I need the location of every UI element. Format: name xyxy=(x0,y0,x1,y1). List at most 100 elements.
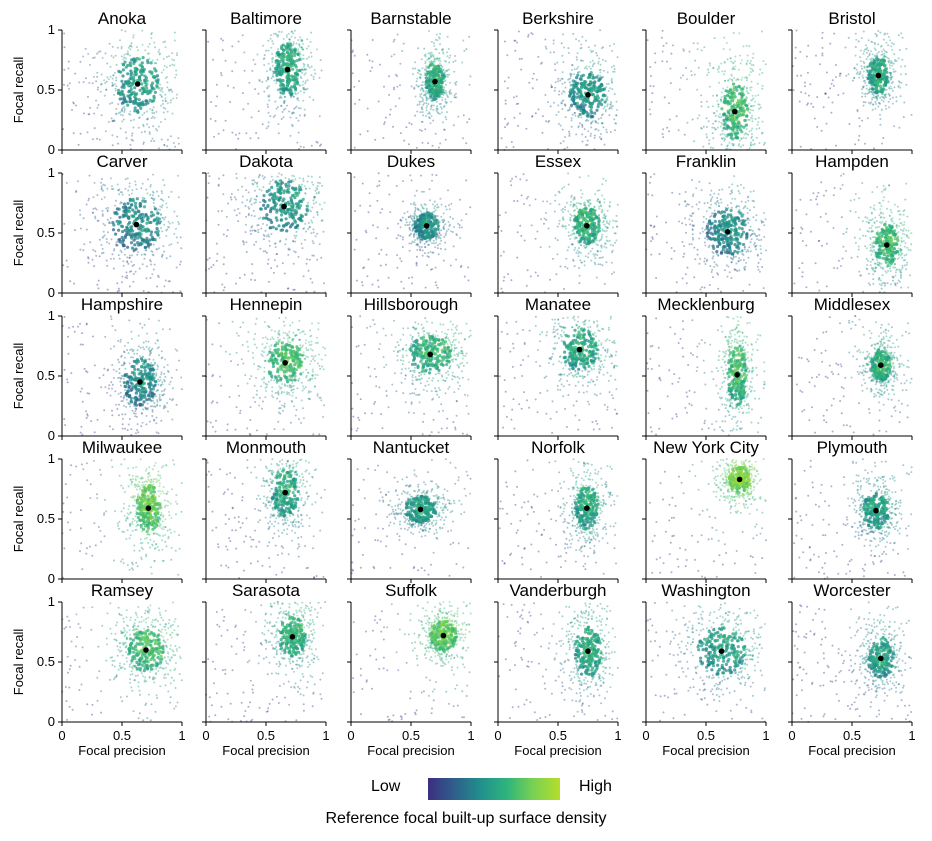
scatter-point xyxy=(166,228,169,231)
scatter-point xyxy=(299,114,301,117)
scatter-point xyxy=(579,189,582,192)
scatter-point xyxy=(312,98,315,101)
scatter-point xyxy=(140,219,144,224)
scatter-point xyxy=(405,221,408,224)
scatter-point xyxy=(247,102,250,105)
scatter-point xyxy=(873,54,876,57)
scatter-point xyxy=(121,239,125,243)
scatter-point xyxy=(877,105,880,108)
scatter-point xyxy=(420,224,424,228)
scatter-point xyxy=(168,244,171,247)
scatter-point xyxy=(262,44,265,47)
scatter-point xyxy=(265,127,268,130)
scatter-point xyxy=(877,43,880,46)
scatter-point xyxy=(807,44,810,47)
scatter-point xyxy=(289,116,292,119)
scatter-point xyxy=(600,237,603,240)
scatter-point xyxy=(870,57,873,60)
scatter-point xyxy=(561,187,564,190)
scatter-point xyxy=(736,98,741,103)
scatter-point xyxy=(616,109,618,111)
panel-bristol: Bristol xyxy=(788,9,913,154)
scatter-point xyxy=(255,198,258,201)
scatter-point xyxy=(606,96,609,99)
scatter-point xyxy=(133,70,137,74)
scatter-point xyxy=(600,47,603,50)
scatter-point xyxy=(63,222,66,225)
scatter-point xyxy=(613,93,616,96)
scatter-point xyxy=(882,96,885,99)
scatter-point xyxy=(605,128,608,131)
scatter-point xyxy=(386,227,389,230)
scatter-point xyxy=(155,128,157,130)
scatter-point xyxy=(904,65,907,68)
scatter-point xyxy=(749,71,752,74)
scatter-point xyxy=(132,34,135,37)
scatter-point xyxy=(861,92,864,95)
scatter-point xyxy=(547,101,549,104)
scatter-point xyxy=(581,133,584,136)
scatter-point xyxy=(319,59,322,62)
median-marker xyxy=(732,108,738,115)
scatter-point xyxy=(829,87,832,90)
scatter-point xyxy=(157,276,160,279)
scatter-point xyxy=(537,108,540,111)
scatter-point xyxy=(599,63,602,66)
scatter-point xyxy=(855,72,858,75)
scatter-point xyxy=(421,141,424,144)
scatter-point xyxy=(276,187,280,191)
scatter-point xyxy=(443,86,446,89)
scatter-point xyxy=(454,82,457,85)
scatter-point xyxy=(562,33,564,36)
scatter-point xyxy=(421,111,424,114)
scatter-point xyxy=(286,187,290,191)
scatter-point xyxy=(419,248,422,251)
scatter-point xyxy=(749,89,752,92)
scatter-point xyxy=(96,219,99,222)
scatter-point xyxy=(423,252,426,255)
scatter-point xyxy=(564,265,567,268)
scatter-point xyxy=(267,62,270,65)
scatter-point xyxy=(421,81,424,84)
scatter-point xyxy=(77,143,80,146)
scatter-point xyxy=(439,142,442,145)
scatter-point xyxy=(255,195,258,198)
scatter-point xyxy=(458,224,461,226)
scatter-point xyxy=(305,204,309,208)
scatter-point xyxy=(166,75,168,78)
scatter-point xyxy=(355,279,358,282)
scatter-point xyxy=(420,238,423,241)
scatter-point xyxy=(292,32,295,35)
scatter-point xyxy=(372,224,374,227)
scatter-point xyxy=(758,127,761,130)
scatter-point xyxy=(110,238,113,241)
scatter-point xyxy=(862,76,865,79)
scatter-point xyxy=(881,142,884,145)
scatter-point xyxy=(600,235,603,238)
scatter-point xyxy=(99,50,102,53)
scatter-point xyxy=(96,71,99,74)
scatter-point xyxy=(830,111,833,114)
scatter-point xyxy=(121,108,123,111)
scatter-point xyxy=(560,209,563,211)
scatter-point xyxy=(305,230,307,233)
scatter-point xyxy=(440,229,443,232)
scatter-point xyxy=(407,215,410,218)
scatter-point xyxy=(892,70,895,73)
scatter-point xyxy=(166,110,169,113)
scatter-point xyxy=(717,71,720,73)
scatter-point xyxy=(299,107,302,110)
scatter-point xyxy=(807,94,810,97)
scatter-point xyxy=(87,53,90,55)
scatter-point xyxy=(541,115,544,118)
scatter-point xyxy=(304,212,308,217)
scatter-point xyxy=(129,74,133,78)
scatter-point xyxy=(735,116,739,120)
scatter-point xyxy=(661,29,664,32)
scatter-point xyxy=(854,46,857,48)
scatter-point xyxy=(291,204,295,208)
scatter-point xyxy=(149,230,154,234)
scatter-point xyxy=(134,270,137,273)
scatter-point xyxy=(114,87,117,90)
